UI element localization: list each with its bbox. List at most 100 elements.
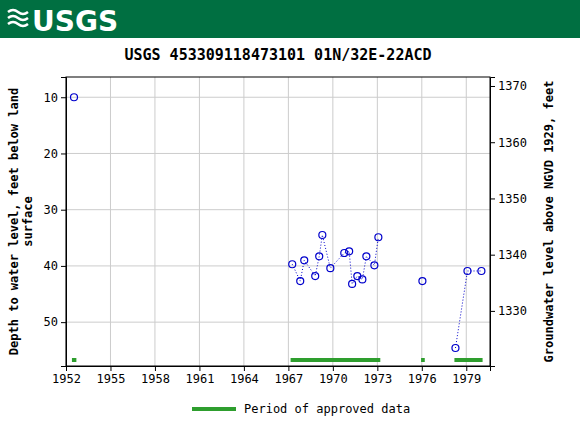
tick: 1970 <box>319 366 348 386</box>
grid-line-y <box>66 209 490 210</box>
tick-label: 40 <box>44 259 58 273</box>
tick-label: 30 <box>44 203 58 217</box>
tick-label: 20 <box>44 147 58 161</box>
logo-wave <box>8 10 28 14</box>
approved-period <box>291 358 381 362</box>
tick: 1370 <box>490 79 527 93</box>
tick-label: 1970 <box>319 372 348 386</box>
tick-label: 1330 <box>498 304 527 318</box>
legend-label: Period of approved data <box>244 402 410 416</box>
grid-line-y <box>66 97 490 98</box>
header-banner <box>0 0 580 38</box>
grid <box>66 77 490 366</box>
tick-mark <box>61 97 66 98</box>
grid-line-x <box>199 77 200 366</box>
tick-label: 10 <box>44 91 58 105</box>
axis-line <box>67 367 491 372</box>
data-point <box>359 276 366 283</box>
tick: 1955 <box>97 366 126 386</box>
data-point <box>375 234 382 241</box>
approved-period <box>454 358 482 362</box>
y-axis-title-line: Depth to water level, feet below land <box>7 88 21 355</box>
x-axis: 1952 1955 1958 1961 1964 1967 1970 1973 1976 1979 <box>52 366 490 386</box>
grid-line-y <box>66 265 490 266</box>
tick-label: 1958 <box>141 372 170 386</box>
tick: 30 <box>44 203 66 217</box>
plot-frame <box>66 77 490 366</box>
tick: 1958 <box>141 366 170 386</box>
tick-label: 1964 <box>230 372 259 386</box>
axis-line <box>491 78 496 367</box>
header: USGS <box>0 0 580 38</box>
tick-label: 1979 <box>452 372 481 386</box>
grid-line-x <box>154 77 155 366</box>
tick-label: 1955 <box>97 372 126 386</box>
grid-line-y <box>66 322 490 323</box>
logo-waves <box>8 10 28 26</box>
data-point <box>419 278 426 285</box>
tick: 10 <box>44 91 66 105</box>
tick-mark <box>110 366 111 371</box>
tick-label: 1973 <box>363 372 392 386</box>
data-point <box>354 273 361 280</box>
plot-area <box>71 94 485 360</box>
y-axis: 10 20 30 40 50 <box>44 78 67 367</box>
data-point <box>71 94 78 101</box>
tick-mark <box>61 153 66 154</box>
logo-text: USGS <box>32 5 118 38</box>
data-point <box>371 262 378 269</box>
tick-label: 50 <box>44 315 58 329</box>
y2-axis: 1330 1340 1350 1360 1370 <box>490 78 527 367</box>
data-point <box>316 253 323 260</box>
y-axis-title-line: surface <box>21 196 35 247</box>
tick-mark <box>466 366 467 371</box>
logo-wave <box>8 22 28 26</box>
tick-label: 1961 <box>185 372 214 386</box>
data-point <box>312 273 319 280</box>
tick-label: 1370 <box>498 79 527 93</box>
approved-period <box>72 358 76 362</box>
grid-line-x <box>110 77 111 366</box>
tick: 1360 <box>490 136 527 150</box>
tick-label: 1360 <box>498 136 527 150</box>
data-point <box>464 267 471 274</box>
tick-mark <box>199 366 200 371</box>
tick-label: 1350 <box>498 192 527 206</box>
data-point <box>301 257 308 264</box>
tick-mark <box>490 255 495 256</box>
data-point <box>327 265 334 272</box>
series-line <box>74 97 481 348</box>
tick: 1967 <box>274 366 303 386</box>
data-point <box>452 345 459 352</box>
tick: 1976 <box>408 366 437 386</box>
tick-mark <box>61 266 66 267</box>
tick: 1952 <box>52 366 81 386</box>
tick-mark <box>155 366 156 371</box>
tick: 40 <box>44 259 66 273</box>
axis-line <box>61 78 67 367</box>
tick-label: 1976 <box>408 372 437 386</box>
grid-line-x <box>243 77 244 366</box>
data-point <box>297 278 304 285</box>
data-point <box>363 253 370 260</box>
tick-mark <box>288 366 289 371</box>
data-point <box>349 280 356 287</box>
tick: 1961 <box>185 366 214 386</box>
approved-period <box>421 358 425 362</box>
tick: 1350 <box>490 192 527 206</box>
data-point <box>319 231 326 238</box>
grid-line-x <box>288 77 289 366</box>
grid-line-x <box>377 77 378 366</box>
tick: 1340 <box>490 248 527 262</box>
y-axis-title: Depth to water level, feet below landsur… <box>7 88 35 355</box>
tick-mark <box>333 366 334 371</box>
tick-mark <box>61 210 66 211</box>
chart-title: USGS 453309118473101 01N/32E-22ACD <box>124 46 431 64</box>
tick: 1979 <box>452 366 481 386</box>
grid-line-y <box>66 153 490 154</box>
grid-line-x <box>466 77 467 366</box>
tick: 1330 <box>490 304 527 318</box>
data-point <box>346 248 353 255</box>
tick-mark <box>490 142 495 143</box>
tick: 1973 <box>363 366 392 386</box>
